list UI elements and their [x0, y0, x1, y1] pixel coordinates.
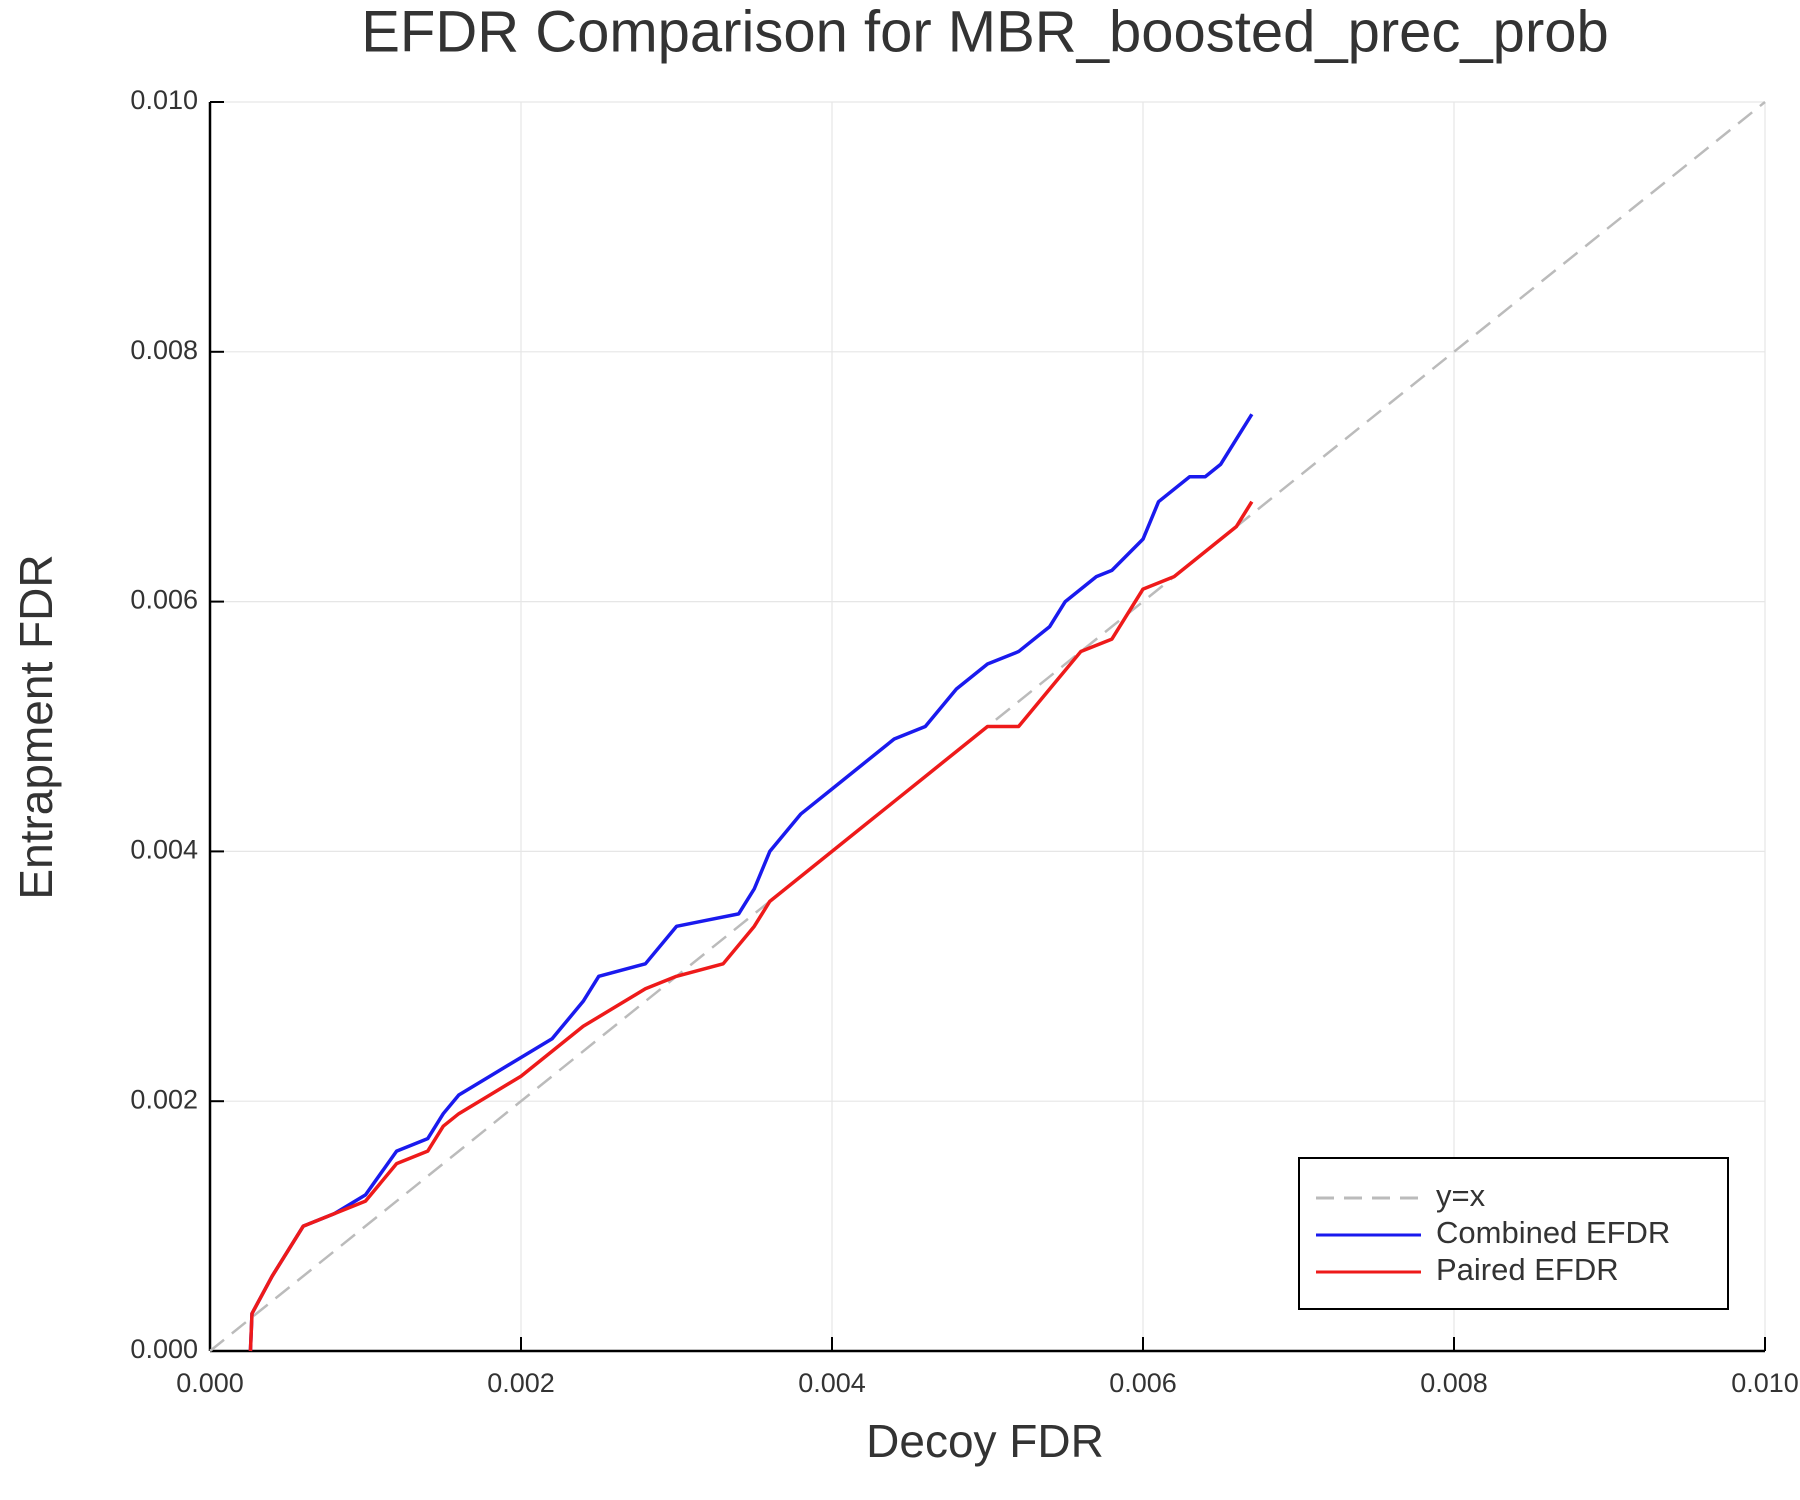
x-axis-label: Decoy FDR	[866, 1415, 1104, 1467]
series-line	[248, 413, 1254, 1352]
series-line	[248, 500, 1254, 1352]
x-tick-label: 0.002	[487, 1368, 555, 1398]
y-tick-label: 0.004	[130, 835, 198, 865]
y-tick-label: 0.002	[130, 1084, 198, 1114]
legend-label: Combined EFDR	[1436, 1215, 1670, 1250]
x-tick-label: 0.004	[798, 1368, 866, 1398]
x-tick-label: 0.008	[1420, 1368, 1488, 1398]
chart-title: EFDR Comparison for MBR_boosted_prec_pro…	[361, 0, 1609, 64]
y-tick-label: 0.008	[130, 335, 198, 365]
x-tick-label: 0.000	[176, 1368, 244, 1398]
y-tick-label: 0.000	[130, 1334, 198, 1364]
x-tick-label: 0.010	[1731, 1368, 1799, 1398]
y-axis-label: Entrapment FDR	[10, 554, 62, 899]
legend-label: y=x	[1436, 1178, 1486, 1213]
y-tick-label: 0.006	[130, 585, 198, 615]
x-tick-label: 0.006	[1109, 1368, 1177, 1398]
legend-label: Paired EFDR	[1436, 1252, 1619, 1287]
y-tick-label: 0.010	[130, 85, 198, 115]
